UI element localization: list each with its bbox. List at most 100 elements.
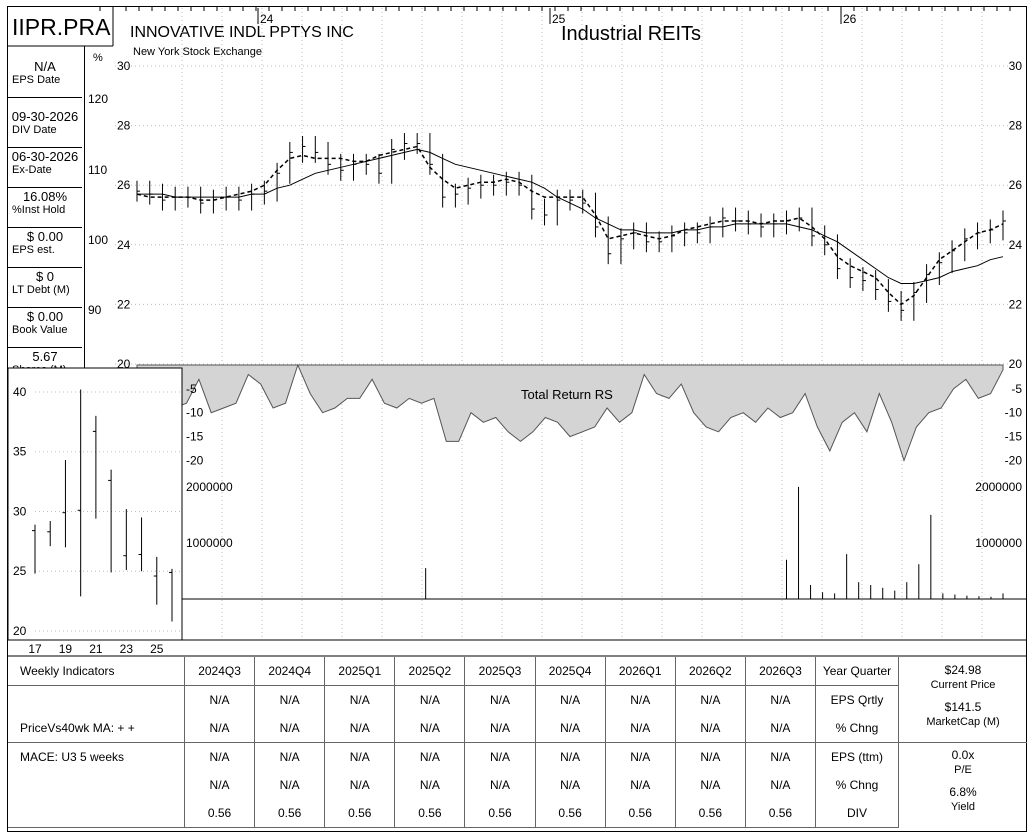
sidebar-label: DIV Date bbox=[12, 124, 57, 136]
summary-label: Yield bbox=[950, 801, 976, 814]
rs-title: Total Return RS bbox=[521, 387, 613, 402]
sidebar-value: $ 0.00 bbox=[26, 229, 64, 244]
indicator-cell: N/A bbox=[394, 742, 466, 771]
sidebar-label: Book Value bbox=[12, 324, 68, 336]
inset-panel bbox=[7, 367, 183, 641]
year-label: 25 bbox=[552, 12, 566, 26]
rs-axis-label-left: -5 bbox=[186, 382, 197, 396]
indicator-row-label: PriceVs40wk MA: + + bbox=[8, 714, 185, 743]
indicator-key: EPS Qrtly bbox=[815, 685, 899, 714]
rs-axis-label-right: -5 bbox=[1011, 382, 1022, 396]
indicator-cell: N/A bbox=[184, 685, 256, 714]
sidebar-value: 5.67 bbox=[32, 349, 58, 364]
price-axis-label-right: 30 bbox=[1009, 59, 1023, 73]
indicator-cell: N/A bbox=[464, 714, 536, 743]
indicator-cell: N/A bbox=[254, 742, 326, 771]
indicator-cell: N/A bbox=[675, 685, 746, 714]
indicator-cell: N/A bbox=[324, 771, 396, 799]
sidebar-cell: 16.08% %Inst Hold bbox=[8, 188, 82, 228]
pct-axis-label: 100 bbox=[88, 233, 108, 247]
indicator-cell: N/A bbox=[184, 771, 256, 799]
price-summary-cell: $24.98 Current Price $141.5 MarketCap (M) bbox=[898, 657, 1027, 743]
ma-short-line bbox=[136, 145, 1004, 306]
indicator-cell: N/A bbox=[745, 714, 817, 743]
indicator-cell: N/A bbox=[254, 685, 326, 714]
inset-x-label: 17 bbox=[28, 642, 42, 656]
axis-label-layer: 24 25 26 30 30 28 28 26 26 24 24 22 22 20 20 120 110 100 9… bbox=[88, 12, 1022, 550]
indicator-cell: 2026Q1 bbox=[605, 657, 676, 686]
indicator-cell: N/A bbox=[464, 742, 536, 771]
indicator-cell: N/A bbox=[535, 685, 606, 714]
summary-value: $24.98 bbox=[944, 662, 982, 677]
price-layer bbox=[136, 133, 1006, 321]
indicator-cell: 2024Q3 bbox=[184, 657, 256, 686]
price-axis-label-right: 20 bbox=[1009, 357, 1023, 371]
sidebar-value: $ 0.00 bbox=[26, 309, 64, 324]
price-axis-label-left: 30 bbox=[117, 59, 131, 73]
indicators-table: Weekly Indicators 2024Q3 2024Q4 2025Q1 2025Q… bbox=[8, 657, 1027, 828]
sidebar-value: N/A bbox=[34, 59, 56, 74]
inset-x-label: 21 bbox=[89, 642, 103, 656]
inset-x-label: 25 bbox=[150, 642, 164, 656]
volume-axis-label-right: 2000000 bbox=[975, 480, 1022, 494]
indicator-cell: N/A bbox=[745, 742, 817, 771]
indicator-cell: N/A bbox=[394, 685, 466, 714]
indicator-cell: 0.56 bbox=[464, 799, 536, 828]
price-axis-label-left: 26 bbox=[117, 178, 131, 192]
year-label: 24 bbox=[260, 12, 274, 26]
indicator-cell: 0.56 bbox=[394, 799, 466, 828]
indicator-key: EPS (ttm) bbox=[815, 742, 899, 771]
pct-axis-label: 120 bbox=[88, 92, 108, 106]
summary-label: P/E bbox=[954, 764, 972, 777]
indicator-row-label: Weekly Indicators bbox=[8, 657, 185, 686]
sidebar-cell: 09-30-2026 DIV Date bbox=[8, 108, 82, 148]
sidebar-value: 16.08% bbox=[22, 189, 68, 204]
indicator-cell: N/A bbox=[324, 685, 396, 714]
inset-y-label: 25 bbox=[13, 564, 27, 578]
indicator-cell: N/A bbox=[394, 714, 466, 743]
indicator-cell: 2025Q1 bbox=[324, 657, 396, 686]
company-name: INNOVATIVE INDL PPTYS INC bbox=[130, 24, 354, 41]
pct-axis-label: 110 bbox=[88, 163, 107, 177]
inset-x-label: 19 bbox=[59, 642, 73, 656]
indicator-cell: N/A bbox=[605, 685, 676, 714]
sidebar-value: 09-30-2026 bbox=[11, 109, 79, 124]
sidebar-label: Ex-Date bbox=[12, 164, 52, 176]
volume-layer bbox=[425, 486, 1004, 599]
indicator-row: MACE: U3 5 weeks N/A N/A N/A N/A N/A N/A N/A N/A… bbox=[8, 742, 1027, 813]
rs-layer: Total Return RS bbox=[136, 363, 1004, 463]
indicator-row: 0.56 0.56 0.56 0.56 0.56 0.56 0.56 0.56 0.56 DIV bbox=[8, 799, 1027, 828]
sidebar-label: EPS Date bbox=[12, 74, 61, 86]
indicator-row: N/A N/A N/A N/A N/A N/A N/A N/A N/A% Chng bbox=[8, 771, 1027, 799]
price-axis-label-left: 22 bbox=[117, 297, 131, 311]
indicator-cell: 2025Q3 bbox=[464, 657, 536, 686]
sidebar-label: %Inst Hold bbox=[12, 204, 66, 216]
sidebar-cell: $ 0.00 EPS est. bbox=[8, 228, 82, 268]
sidebar-cell: 06-30-2026 Ex-Date bbox=[8, 148, 82, 188]
indicator-row-label: MACE: U3 5 weeks bbox=[8, 742, 185, 771]
sidebar-cell: $ 0.00 Book Value bbox=[8, 308, 82, 348]
indicator-row-label bbox=[8, 771, 185, 799]
rs-axis-label-right: -20 bbox=[1005, 453, 1023, 467]
pct-axis-label: 90 bbox=[88, 303, 102, 317]
inset-y-label: 30 bbox=[13, 504, 27, 518]
indicator-cell: N/A bbox=[464, 685, 536, 714]
sidebar-value: 06-30-2026 bbox=[11, 149, 79, 164]
indicator-cell: 0.56 bbox=[254, 799, 326, 828]
indicator-row-label bbox=[8, 685, 185, 714]
indicator-key: DIV bbox=[815, 799, 899, 828]
indicator-key: Year Quarter bbox=[815, 657, 899, 686]
ticker-symbol: IIPR.PRA bbox=[12, 14, 111, 40]
indicator-row: Weekly Indicators 2024Q3 2024Q4 2025Q1 2025Q… bbox=[8, 657, 1027, 743]
indicator-cell: 0.56 bbox=[324, 799, 396, 828]
rs-area bbox=[136, 363, 1004, 463]
indicator-cell: N/A bbox=[254, 771, 326, 799]
indicator-cell: N/A bbox=[254, 714, 326, 743]
indicator-cell: N/A bbox=[605, 771, 676, 799]
rs-axis-label-right: -10 bbox=[1005, 406, 1023, 420]
price-axis-label-left: 28 bbox=[117, 119, 131, 133]
summary-label: MarketCap (M) bbox=[926, 715, 1000, 728]
price-axis-label-left: 20 bbox=[117, 357, 131, 371]
sidebar-cell: $ 0 LT Debt (M) bbox=[8, 268, 82, 308]
ma-long-line bbox=[137, 148, 1004, 284]
